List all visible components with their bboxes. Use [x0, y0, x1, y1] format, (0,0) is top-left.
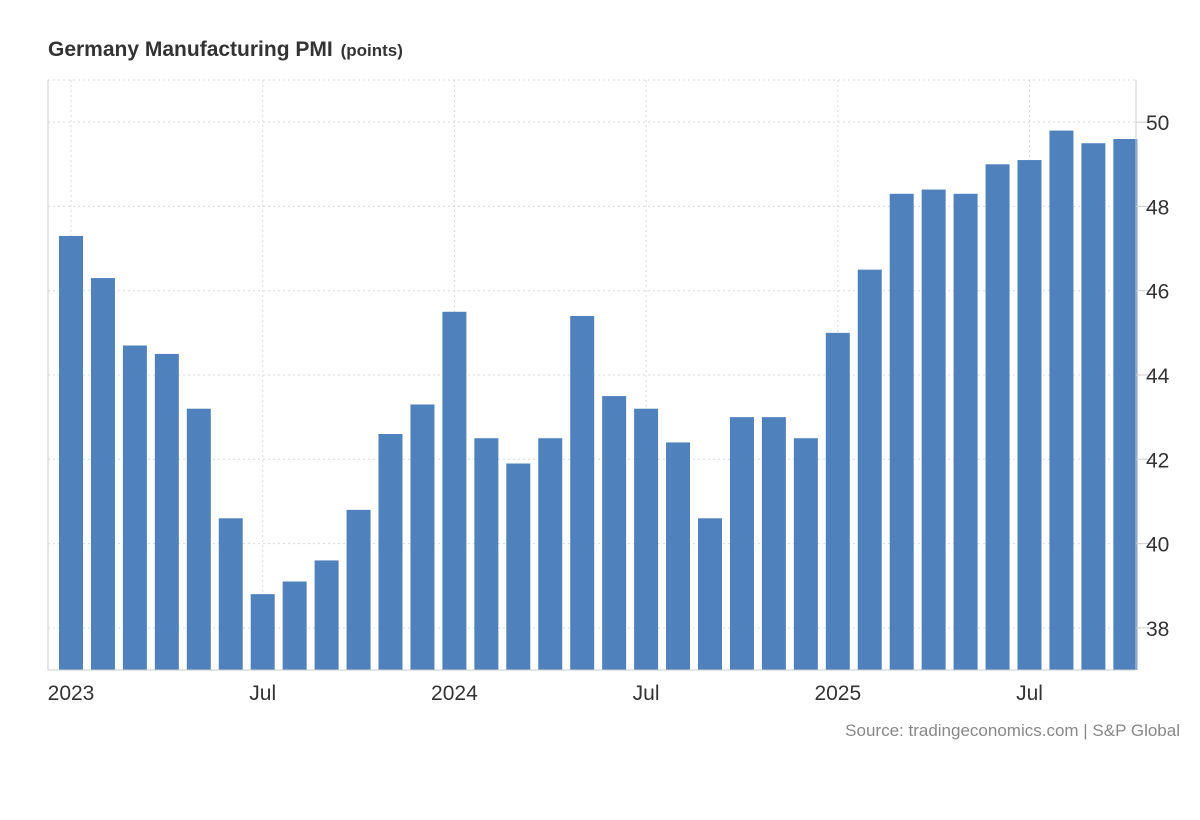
bar	[186, 408, 211, 670]
bar	[1049, 130, 1074, 671]
x-tick-label: 2024	[431, 682, 478, 705]
bar	[59, 235, 83, 670]
y-tick-label: 50	[1146, 112, 1169, 135]
bar	[250, 594, 275, 670]
bar	[314, 560, 339, 670]
labels-layer: 38 40 42 44 46 48 50 2023 Jul 2024 Jul 2025 Jul	[48, 112, 1170, 705]
bar	[698, 518, 722, 670]
bar	[1017, 160, 1042, 671]
bar	[729, 417, 754, 670]
bar	[985, 164, 1010, 671]
bar	[634, 408, 659, 670]
bar	[953, 193, 978, 671]
bar	[378, 434, 403, 670]
x-tick-label: 2025	[814, 682, 861, 705]
bar	[538, 438, 563, 670]
bar	[570, 316, 595, 670]
x-tick-label: 2023	[48, 682, 95, 705]
bars-layer	[59, 130, 1138, 671]
x-tick-label: Jul	[1016, 682, 1043, 705]
source-note: Source: tradingeconomics.com | S&P Globa…	[845, 721, 1180, 740]
bar	[825, 332, 850, 670]
bar	[793, 438, 818, 670]
bar	[602, 396, 627, 670]
bar	[90, 278, 115, 670]
y-tick-label: 46	[1146, 281, 1169, 304]
chart-title-text: Germany Manufacturing PMI	[48, 38, 333, 61]
bar	[154, 353, 179, 670]
bar	[442, 311, 467, 670]
bar	[122, 345, 147, 670]
bar	[921, 189, 946, 671]
x-tick-label: Jul	[633, 682, 660, 705]
y-tick-label: 44	[1146, 365, 1170, 388]
bar	[857, 269, 882, 670]
y-tick-label: 40	[1146, 534, 1169, 557]
bar	[889, 193, 914, 671]
y-tick-label: 48	[1146, 196, 1169, 219]
x-tick-label: Jul	[249, 682, 276, 705]
bar	[761, 417, 786, 670]
bar	[410, 404, 435, 670]
bar	[474, 438, 499, 670]
bar	[282, 581, 307, 670]
y-tick-label: 42	[1146, 449, 1169, 472]
bar	[666, 442, 691, 670]
y-tick-label: 38	[1146, 618, 1169, 641]
bar	[1113, 139, 1138, 670]
chart-unit: (points)	[340, 41, 403, 60]
bar	[346, 509, 371, 670]
bar	[218, 518, 243, 670]
bar	[1081, 143, 1106, 670]
chart-title: Germany Manufacturing PMI (points)	[48, 38, 403, 62]
axis-layer	[47, 80, 1154, 671]
bar	[506, 463, 531, 670]
